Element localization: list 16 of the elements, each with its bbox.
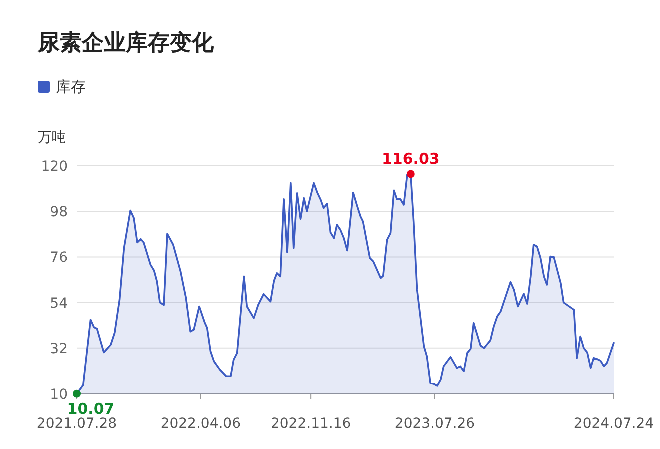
legend-label: 库存 [56, 78, 86, 96]
chart-title: 尿素企业库存变化 [37, 30, 215, 56]
annotation: 116.03 [382, 150, 440, 168]
x-tick-label: 2021.07.28 [36, 416, 118, 432]
y-tick-label: 32 [50, 341, 68, 358]
y-tick-label: 54 [50, 296, 68, 312]
annotation: 10.07 [67, 400, 115, 418]
y-tick-label: 120 [41, 159, 68, 175]
x-tick-label: 2023.07.26 [394, 416, 476, 432]
x-tick-label: 2022.11.16 [270, 416, 352, 432]
x-tick-label: 2022.04.06 [160, 416, 242, 432]
y-axis-title: 万吨 [38, 130, 66, 146]
y-tick-label: 10 [50, 387, 68, 403]
y-tick-label: 98 [50, 204, 68, 221]
x-tick-label: 2024.07.24 [574, 416, 654, 432]
y-tick-label: 76 [50, 250, 68, 266]
